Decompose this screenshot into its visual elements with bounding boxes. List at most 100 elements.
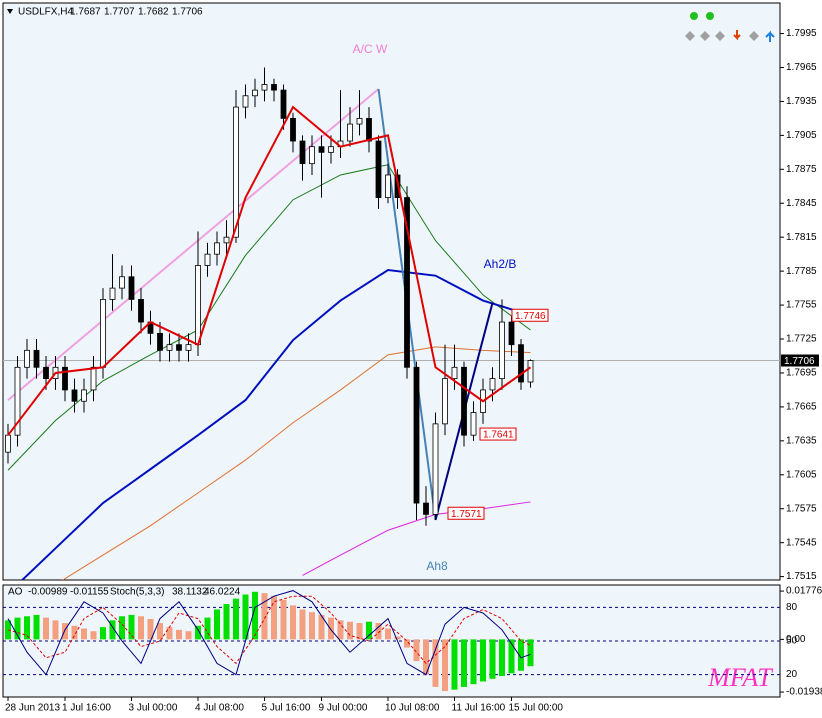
candle-body	[404, 197, 410, 368]
candle-body	[204, 253, 211, 266]
candle-body	[518, 344, 524, 383]
ao-bar	[413, 639, 420, 662]
price-label: 1.7746	[515, 311, 546, 322]
menu-arrow[interactable]	[7, 9, 13, 14]
candle-body	[499, 321, 505, 380]
candle-body	[318, 146, 325, 153]
ao-bar	[43, 617, 49, 640]
ao-bar	[252, 591, 258, 640]
candle-body	[309, 146, 315, 165]
candle-body	[432, 423, 439, 515]
ao-bar	[52, 620, 59, 640]
line-series	[7, 88, 380, 401]
ao-bar	[432, 639, 439, 687]
ao-bar	[299, 609, 306, 640]
candle-body	[43, 366, 49, 380]
header-open: 1.7687	[70, 7, 101, 18]
current-price-label: 1.7706	[784, 356, 815, 367]
header-low: 1.7682	[138, 7, 169, 18]
price-label-box	[479, 427, 517, 441]
candle-body	[271, 84, 277, 91]
candle-body	[366, 118, 372, 142]
candle-body	[242, 95, 249, 108]
current-price-box	[781, 354, 819, 367]
watermark: MFAT	[707, 663, 773, 692]
candle-body	[356, 118, 363, 125]
candle-body	[442, 378, 448, 425]
ao-bar	[385, 628, 391, 640]
price-label: 1.7571	[451, 509, 482, 520]
ao-bar	[489, 639, 496, 679]
stoch-signal	[7, 595, 531, 665]
candle-body	[109, 287, 116, 300]
ao-bar	[242, 594, 249, 640]
candle-body	[128, 276, 135, 300]
y-tick-label: 1.7785	[786, 266, 817, 277]
header-high: 1.7707	[104, 7, 135, 18]
candle-body	[489, 378, 496, 391]
ao-bar	[33, 614, 40, 640]
ao-bar	[442, 639, 448, 692]
price-plot	[3, 67, 780, 580]
y-tick-label: 1.7725	[786, 334, 817, 345]
candle-body	[33, 349, 40, 368]
ao-bar	[499, 639, 505, 677]
price-label: 1.7641	[483, 430, 514, 441]
status-icons	[685, 12, 775, 42]
ao-bar	[470, 639, 477, 685]
x-tick-label: 11 Jul 16:00	[452, 703, 506, 714]
ao-bar	[195, 625, 201, 640]
stoch-tick-label: 80	[786, 602, 798, 613]
price-label-box	[447, 506, 485, 520]
candle-body	[508, 321, 515, 346]
ao-tick-label: 0.01776	[786, 586, 822, 597]
ao-bar	[71, 625, 78, 640]
y-tick-label: 1.7845	[786, 198, 817, 209]
candle-body	[280, 89, 287, 119]
candle-body	[328, 146, 334, 153]
ao-tick-label: 0.00	[786, 634, 806, 645]
ao-bar	[119, 616, 125, 640]
candle-body	[413, 366, 420, 504]
candle-body	[261, 84, 268, 91]
candle-body	[176, 344, 182, 351]
y-tick-label: 1.7905	[786, 130, 817, 141]
candle-body	[157, 332, 163, 351]
ao-bar	[233, 598, 239, 640]
y-tick-label: 1.7875	[786, 164, 817, 175]
candle-body	[24, 349, 30, 368]
ao-bar	[109, 620, 116, 640]
indicator-plot	[3, 590, 780, 692]
ao-tick-label: -0.01938	[786, 687, 822, 698]
ao-bar	[214, 609, 220, 640]
stoch-main-value: 38.1132	[172, 587, 208, 598]
candle-body	[385, 174, 391, 198]
candle-body	[527, 360, 534, 383]
y-tick-label: 1.7515	[786, 571, 817, 582]
ao-bar	[176, 629, 182, 640]
stoch-signal-value: 46.0224	[204, 587, 241, 598]
price-label-box	[511, 308, 549, 322]
candle-body	[347, 123, 353, 142]
y-tick-label: 1.7815	[786, 232, 817, 243]
ao-value: -0.01155	[70, 587, 109, 598]
ao-bar	[14, 617, 21, 640]
ao-bar	[261, 593, 268, 640]
ao-bar	[366, 621, 372, 640]
candle-body	[5, 434, 11, 453]
x-tick-label: 5 Jul 16:00	[262, 703, 311, 714]
line-series	[7, 105, 532, 436]
ao-bar	[90, 631, 97, 640]
price-panel	[2, 2, 781, 581]
x-tick-label: 15 Jul 00:00	[509, 703, 564, 714]
y-tick-label: 1.7575	[786, 503, 817, 514]
ao-bar	[81, 628, 87, 640]
ao-bar	[423, 639, 429, 675]
ao-bar	[356, 623, 363, 640]
ao-bar	[204, 617, 211, 640]
candle-body	[375, 140, 382, 198]
x-tick-label: 1 Jul 16:00	[62, 703, 111, 714]
y-tick-label: 1.7695	[786, 368, 817, 379]
candle-body	[470, 412, 477, 436]
